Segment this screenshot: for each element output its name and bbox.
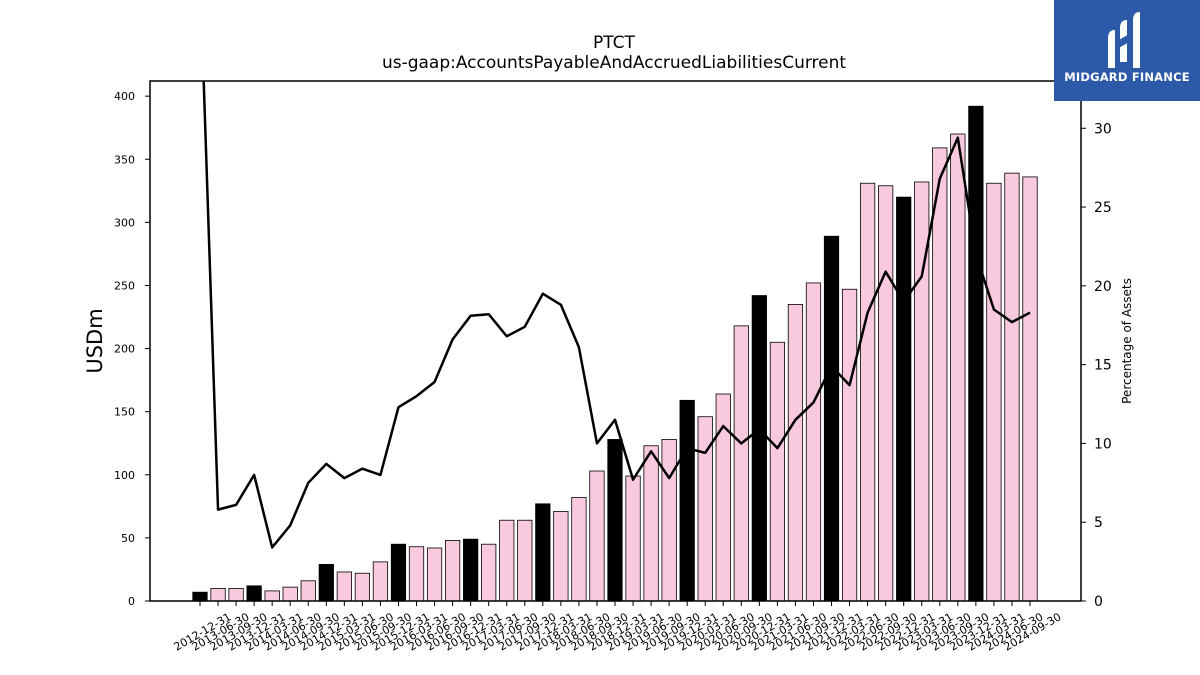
y2-tick-label: 20	[1094, 279, 1112, 295]
bar	[751, 295, 767, 602]
bar	[607, 439, 623, 602]
logo-text: MIDGARD FINANCE	[1064, 70, 1190, 84]
bar	[661, 439, 677, 602]
bar	[463, 538, 479, 602]
bar	[950, 133, 966, 602]
y2-axis-label: Percentage of Assets	[1120, 278, 1134, 404]
bar	[679, 399, 695, 602]
bar	[625, 475, 641, 602]
bar	[1004, 172, 1020, 602]
bar	[769, 341, 785, 602]
bar	[282, 586, 298, 602]
bar	[535, 503, 551, 602]
bar	[823, 235, 840, 602]
bar	[859, 182, 876, 602]
bar	[805, 282, 822, 602]
bar	[643, 445, 659, 602]
bar-series	[192, 105, 1038, 602]
bar	[390, 543, 407, 602]
y-tick-label: 250	[114, 279, 135, 292]
bar	[481, 543, 497, 602]
bar	[841, 288, 858, 602]
y2-tick-label: 0	[1094, 594, 1103, 610]
bar	[1022, 176, 1038, 602]
y-axis-right: 0 5 10 15 20 25 30	[1081, 121, 1112, 610]
bar	[264, 590, 280, 602]
bar	[733, 325, 749, 602]
y2-tick-label: 10	[1094, 436, 1112, 452]
y-tick-label: 400	[114, 90, 135, 103]
bar	[517, 519, 533, 602]
chart-title: PTCT	[593, 33, 636, 53]
bar	[336, 571, 352, 602]
y2-tick-label: 5	[1094, 515, 1103, 531]
bar	[932, 147, 948, 602]
y-tick-label: 0	[128, 595, 135, 608]
bar	[300, 580, 316, 602]
line-series	[202, 81, 1031, 549]
y-tick-label: 200	[114, 343, 135, 356]
midgard-logo-icon	[1108, 12, 1140, 68]
brand-logo: MIDGARD FINANCE	[1054, 0, 1200, 101]
bar	[986, 182, 1002, 602]
x-axis: 2012-12-312013-06-302013-09-302013-12-31…	[172, 601, 1064, 654]
chart-subtitle: us-gaap:AccountsPayableAndAccruedLiabili…	[382, 53, 846, 73]
y-axis-left: 0 50 100 150 200 250 300 350 400	[114, 90, 150, 608]
bar	[896, 196, 912, 602]
bar	[878, 185, 894, 602]
y-tick-label: 50	[121, 532, 135, 545]
bar	[426, 547, 443, 602]
bar	[408, 546, 425, 602]
y-axis-label: USDm	[83, 308, 107, 373]
y2-tick-label: 30	[1094, 121, 1112, 137]
bar	[318, 564, 334, 602]
bar	[553, 510, 569, 602]
y2-tick-label: 15	[1094, 358, 1112, 374]
y-tick-label: 350	[114, 153, 135, 166]
y2-tick-label: 25	[1094, 200, 1112, 216]
bar	[499, 519, 515, 602]
bar	[354, 572, 371, 602]
bar	[192, 591, 208, 602]
bar	[444, 540, 461, 602]
percentage-line	[202, 81, 1031, 549]
bar	[589, 470, 605, 602]
bar	[787, 303, 804, 602]
bar	[246, 585, 262, 602]
y-tick-label: 300	[114, 216, 135, 229]
bar	[228, 587, 244, 602]
y-tick-label: 150	[114, 406, 135, 419]
bar	[968, 105, 984, 602]
bar	[372, 561, 389, 602]
bar	[571, 497, 587, 602]
bar	[210, 587, 226, 602]
y-tick-label: 100	[114, 469, 135, 482]
